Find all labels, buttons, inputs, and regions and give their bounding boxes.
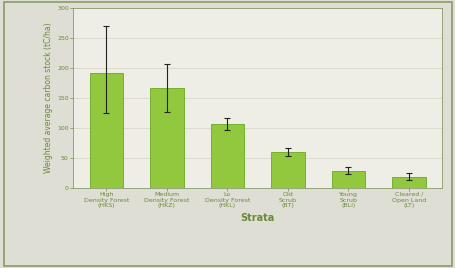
X-axis label: Strata: Strata [240,213,274,222]
Bar [391,177,425,188]
Bar [271,152,304,188]
Bar [331,172,364,188]
Y-axis label: Weighted average carbon stock (tC/ha): Weighted average carbon stock (tC/ha) [44,23,53,173]
Bar [150,88,183,188]
Bar [90,73,123,188]
Bar [210,124,243,188]
